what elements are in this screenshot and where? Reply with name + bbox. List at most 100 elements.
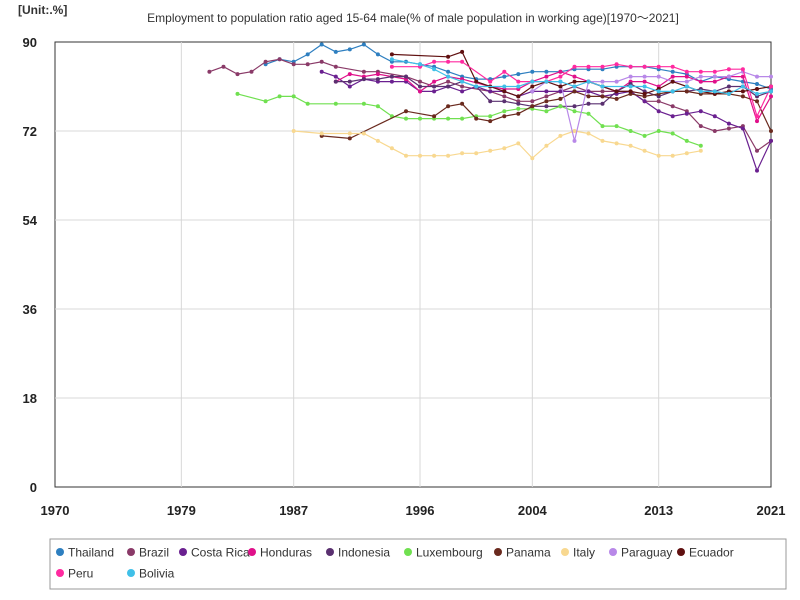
data-point-costa-rica <box>319 69 324 74</box>
data-point-indonesia <box>502 99 507 104</box>
data-point-luxembourg <box>460 116 465 121</box>
data-point-costa-rica <box>586 89 591 94</box>
data-point-thailand <box>361 42 366 47</box>
data-point-peru <box>516 79 521 84</box>
data-point-peru <box>389 64 394 69</box>
data-point-peru <box>740 67 745 72</box>
legend-item-costa-rica: Costa Rica <box>179 546 250 560</box>
data-point-bolivia <box>586 79 591 84</box>
data-point-brazil <box>600 89 605 94</box>
data-point-panama <box>488 119 493 124</box>
data-point-panama <box>460 101 465 106</box>
data-point-italy <box>404 153 408 158</box>
data-point-bolivia <box>670 89 675 94</box>
legend-marker <box>561 548 569 556</box>
data-point-panama <box>600 94 605 99</box>
data-point-ecuador <box>446 54 451 59</box>
data-point-italy <box>291 129 296 133</box>
data-point-luxembourg <box>361 101 366 106</box>
data-point-panama <box>572 89 577 94</box>
data-point-brazil <box>755 148 759 153</box>
legend-label: Ecuador <box>689 546 734 560</box>
data-point-thailand <box>544 69 549 74</box>
data-point-indonesia <box>586 101 591 106</box>
data-point-italy <box>319 131 324 136</box>
data-point-costa-rica <box>755 168 759 173</box>
data-point-peru <box>614 62 619 67</box>
legend-label: Thailand <box>68 546 114 560</box>
data-point-honduras <box>642 79 647 84</box>
data-point-luxembourg <box>502 109 507 114</box>
data-point-indonesia <box>389 74 394 79</box>
legend-marker <box>248 548 256 556</box>
legend-marker <box>127 548 135 556</box>
data-point-brazil <box>712 129 717 133</box>
data-point-brazil <box>446 79 451 84</box>
data-point-luxembourg <box>488 114 493 119</box>
legend-item-italy: Italy <box>561 546 595 560</box>
data-point-bolivia <box>389 57 394 62</box>
data-point-italy <box>530 156 535 161</box>
data-point-luxembourg <box>628 129 633 133</box>
data-point-italy <box>544 143 549 148</box>
data-point-luxembourg <box>235 91 240 96</box>
data-point-indonesia <box>361 77 366 82</box>
data-point-bolivia <box>628 84 633 89</box>
data-point-peru <box>432 59 437 64</box>
data-point-honduras <box>375 72 380 77</box>
data-point-costa-rica <box>698 109 703 114</box>
series-line-italy <box>293 130 701 160</box>
data-point-brazil <box>418 79 422 84</box>
data-point-ecuador <box>558 84 563 89</box>
data-point-panama <box>474 116 479 121</box>
data-point-thailand <box>670 69 675 74</box>
series-panama <box>319 89 773 141</box>
data-point-peru <box>698 69 703 74</box>
data-point-costa-rica <box>740 126 745 131</box>
x-tick-label: 1979 <box>167 503 196 518</box>
data-point-peru <box>502 69 507 74</box>
data-point-panama <box>586 94 591 99</box>
data-point-peru <box>670 64 675 69</box>
data-point-costa-rica <box>389 79 394 84</box>
data-point-panama <box>755 99 759 104</box>
data-point-italy <box>418 153 422 158</box>
data-point-luxembourg <box>375 104 380 109</box>
data-point-luxembourg <box>516 106 521 111</box>
data-point-bolivia <box>642 84 647 89</box>
data-point-brazil <box>263 59 268 64</box>
data-point-indonesia <box>516 101 521 106</box>
x-tick-label: 2004 <box>518 503 548 518</box>
data-point-costa-rica <box>712 114 717 119</box>
data-point-honduras <box>755 119 759 124</box>
data-point-panama <box>614 96 619 101</box>
data-point-costa-rica <box>544 89 549 94</box>
data-point-indonesia <box>488 99 493 104</box>
data-point-thailand <box>530 69 535 74</box>
data-point-honduras <box>740 74 745 79</box>
data-point-panama <box>516 111 521 116</box>
data-point-thailand <box>305 52 310 57</box>
legend-marker <box>179 548 187 556</box>
data-point-costa-rica <box>642 99 647 104</box>
data-point-thailand <box>446 69 451 74</box>
data-point-paraguay <box>572 138 577 143</box>
data-point-panama <box>740 94 745 99</box>
data-point-peru <box>656 64 661 69</box>
legend-label: Indonesia <box>338 546 390 560</box>
data-point-peru <box>600 64 605 69</box>
legend-label: Costa Rica <box>191 546 250 560</box>
data-point-italy <box>558 133 563 138</box>
data-point-luxembourg <box>291 94 296 99</box>
data-point-italy <box>347 131 352 136</box>
data-point-panama <box>544 99 549 104</box>
data-point-thailand <box>516 72 521 77</box>
data-point-brazil <box>305 62 310 67</box>
legend-label: Luxembourg <box>416 546 483 560</box>
data-point-luxembourg <box>558 104 563 109</box>
series-line-luxembourg <box>237 93 701 147</box>
data-point-brazil <box>502 94 507 99</box>
data-point-italy <box>684 151 689 156</box>
data-point-paraguay <box>712 74 717 79</box>
chart-title: Employment to population ratio aged 15-6… <box>147 11 679 25</box>
